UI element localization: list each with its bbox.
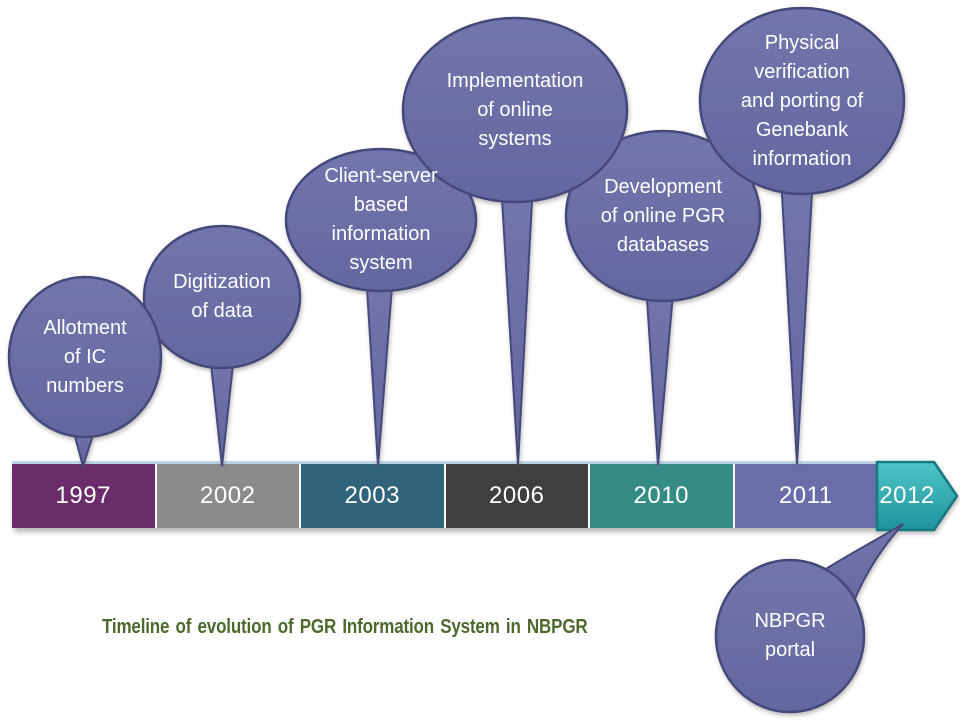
callout-line: based bbox=[353, 194, 409, 216]
callout-development-pointer bbox=[644, 280, 676, 466]
timeline-segment-2006: 2006 bbox=[445, 464, 588, 528]
year-label-2012: 2012 bbox=[879, 482, 935, 509]
callout-line: portal bbox=[764, 639, 816, 661]
callout-line: verification bbox=[754, 60, 850, 83]
callout-implementation-text: Implementation of online systems bbox=[403, 18, 627, 202]
callout-client-server-pointer bbox=[364, 270, 395, 467]
callout-client-server-shape bbox=[284, 147, 478, 467]
year-label-2010: 2010 bbox=[633, 482, 689, 509]
callout-line: numbers bbox=[46, 374, 124, 397]
callout-nbpgr-portal-shape bbox=[714, 523, 904, 714]
callout-digitization-shape bbox=[142, 224, 302, 467]
callout-nbpgr-portal-text: NBPGR portal bbox=[716, 560, 864, 712]
callout-client-server-bubble bbox=[284, 147, 478, 293]
callout-line: Allotment bbox=[43, 316, 127, 339]
timeline-segment-2010: 2010 bbox=[590, 464, 733, 528]
callout-line: information bbox=[752, 147, 852, 170]
callout-client-server-text: Client-server based information system bbox=[286, 149, 476, 291]
callout-allotment-shape bbox=[7, 275, 163, 470]
year-label-2011: 2011 bbox=[778, 482, 833, 509]
callout-line: Genebank bbox=[755, 118, 849, 141]
timeline-segment-1997: 1997 bbox=[12, 464, 155, 528]
callout-line: Development bbox=[604, 175, 722, 198]
callout-line: of data bbox=[191, 300, 253, 322]
callout-line: Client-server bbox=[324, 165, 438, 187]
callout-digitization-text: Digitization of data bbox=[144, 226, 300, 368]
timeline-top-edge bbox=[12, 461, 877, 464]
callout-physical-verification-pointer bbox=[779, 172, 815, 465]
timeline-segment-2003: 2003 bbox=[301, 464, 444, 528]
callout-digitization-pointer bbox=[208, 354, 236, 467]
callout-implementation-shape bbox=[401, 16, 629, 466]
callout-implementation-pointer bbox=[499, 181, 535, 466]
callout-development-bubble bbox=[564, 129, 762, 303]
callout-implementation-bubble bbox=[401, 16, 629, 204]
callout-allotment-text: Allotment of IC numbers bbox=[9, 277, 161, 437]
callout-physical-verification-text: Physical verification and porting of Gen… bbox=[700, 8, 904, 194]
timeline-bar: 1997 2002 2003 2006 2010 2011 bbox=[12, 464, 877, 528]
callout-line: databases bbox=[616, 233, 710, 256]
callout-line: systems bbox=[478, 127, 552, 150]
callout-allotment-bubble bbox=[7, 275, 163, 439]
callout-line: system bbox=[349, 252, 413, 274]
slide-caption: Timeline of evolution of PGR Information… bbox=[102, 616, 588, 638]
callout-development-text: Development of online PGR databases bbox=[566, 131, 760, 301]
callout-physical-verification-shape bbox=[698, 6, 906, 465]
callout-line: of IC bbox=[63, 345, 107, 368]
year-label-2003: 2003 bbox=[344, 482, 400, 509]
callout-line: Implementation bbox=[446, 69, 584, 92]
callout-development-shape bbox=[564, 129, 762, 466]
callout-line: information bbox=[331, 223, 431, 245]
callout-digitization-bubble bbox=[142, 224, 302, 370]
callout-line: of online PGR bbox=[600, 204, 726, 227]
callout-physical-verification-bubble bbox=[698, 6, 906, 196]
year-label-2002: 2002 bbox=[200, 482, 256, 509]
year-label-2006: 2006 bbox=[489, 482, 545, 509]
callout-line: NBPGR bbox=[754, 610, 826, 632]
callout-nbpgr-portal-bubble bbox=[714, 558, 866, 714]
timeline-arrow-2012 bbox=[875, 460, 959, 532]
callout-line: of online bbox=[477, 98, 553, 121]
timeline-segment-2002: 2002 bbox=[156, 464, 299, 528]
timeline-segment-2011: 2011 bbox=[734, 464, 877, 528]
callout-line: Digitization bbox=[173, 271, 271, 293]
callout-line: Physical bbox=[764, 31, 840, 54]
year-label-1997: 1997 bbox=[55, 482, 111, 509]
callout-line: and porting of bbox=[740, 89, 864, 112]
